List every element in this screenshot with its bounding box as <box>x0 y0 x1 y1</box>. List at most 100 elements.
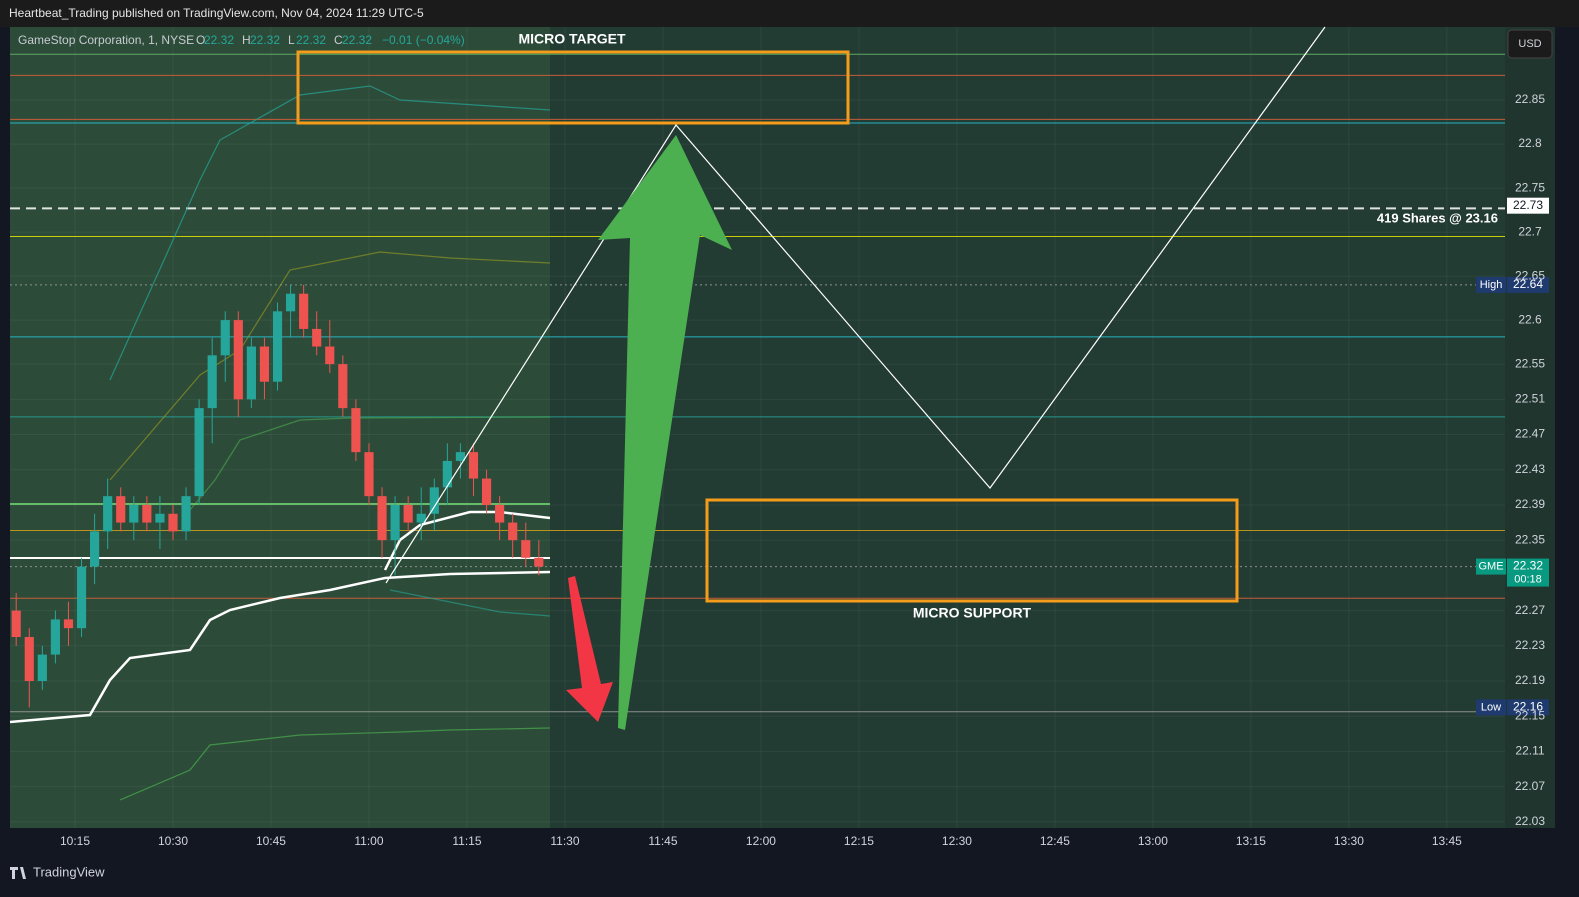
x-tick-label: 12:15 <box>844 834 874 848</box>
candle-body <box>233 320 243 400</box>
candle-body <box>207 355 217 409</box>
candle-body <box>338 364 348 409</box>
change: −0.01 (−0.04%) <box>382 33 465 47</box>
indicator-bands <box>9 85 551 801</box>
support-label: MICRO SUPPORT <box>913 605 1032 621</box>
y-tick-label: 22.07 <box>1515 779 1545 793</box>
y-tick-label: 22.75 <box>1515 180 1545 194</box>
symbol: GameStop Corporation, 1, NYSE <box>18 33 194 47</box>
candle-body <box>455 452 465 461</box>
drawings: MICRO TARGET MICRO SUPPORT 419 Shares @ … <box>296 26 1498 730</box>
candle-body <box>116 496 126 523</box>
candle-body <box>325 346 335 365</box>
y-tick-label: 22.51 <box>1515 392 1545 406</box>
vwap-upper <box>383 510 551 571</box>
candle-body <box>508 522 518 541</box>
time-axis <box>10 828 1555 855</box>
y-tick-label: 22.55 <box>1515 356 1545 370</box>
candle-body <box>495 504 505 523</box>
candle-body <box>24 636 34 682</box>
candle-body <box>181 496 191 532</box>
price-tag <box>1507 699 1549 716</box>
x-tick-label: 11:00 <box>354 834 383 848</box>
candle-body <box>377 496 387 541</box>
y-tick-label: 22.11 <box>1515 744 1544 758</box>
price-tag-value: 22.32 <box>1513 559 1543 573</box>
candle-body <box>129 504 139 523</box>
price-tag-value: 22.73 <box>1513 198 1543 212</box>
lower-band <box>119 727 551 801</box>
y-tick-label: 22.39 <box>1515 497 1545 511</box>
grid <box>10 27 1505 828</box>
y-tick-label: 22.35 <box>1515 532 1545 546</box>
y-tick-label: 22.27 <box>1515 603 1545 617</box>
candle-body <box>390 504 400 541</box>
candle-body <box>272 311 283 382</box>
x-tick-label: 12:00 <box>746 834 776 848</box>
y-tick-label: 22.7 <box>1518 224 1542 238</box>
ohlc-value: 22.32 <box>342 33 372 47</box>
footer: TradingView <box>33 864 105 879</box>
header: Heartbeat_Trading published on TradingVi… <box>9 6 424 20</box>
position-label: 419 Shares @ 23.16 <box>1377 210 1498 225</box>
ohlc-key: O <box>196 33 205 47</box>
upper-band-2 <box>109 251 551 481</box>
candle-body <box>364 452 374 497</box>
x-tick-label: 13:30 <box>1334 834 1364 848</box>
y-tick-label: 22.85 <box>1515 92 1545 106</box>
y-tick-label: 22.03 <box>1515 814 1545 828</box>
y-tick-label: 22.8 <box>1518 136 1542 150</box>
candle-body <box>90 531 100 567</box>
candle-body <box>168 513 178 532</box>
candle-body <box>299 293 309 329</box>
x-tick-label: 10:30 <box>158 834 188 848</box>
currency-box <box>1507 29 1553 59</box>
candle-body <box>220 320 230 356</box>
candle-body <box>50 619 60 655</box>
lower-band-2 <box>389 589 551 617</box>
candle-body <box>286 293 296 312</box>
x-tick-label: 12:30 <box>942 834 972 848</box>
x-tick-label: 11:45 <box>648 834 677 848</box>
candle-body <box>194 408 204 497</box>
candle-body <box>155 513 165 523</box>
upper-band-1 <box>189 416 551 511</box>
y-tick-label: 22.6 <box>1518 312 1542 326</box>
legend: GameStop Corporation, 1, NYSE O22.32 H 22.… <box>18 33 465 47</box>
price-axis <box>1505 27 1555 828</box>
x-tick-label: 11:15 <box>452 834 481 848</box>
candle-body <box>442 460 452 488</box>
y-tick-label: 22.47 <box>1515 427 1545 441</box>
target-label: MICRO TARGET <box>518 31 626 47</box>
header-bar <box>0 0 1579 27</box>
candle-body <box>103 496 113 532</box>
x-tick-label: 12:45 <box>1040 834 1070 848</box>
x-tick-label: 10:45 <box>256 834 286 848</box>
upper-band-3 <box>109 85 551 381</box>
ohlc-key: C <box>334 33 343 47</box>
price-tag <box>1507 276 1549 293</box>
candle-body <box>416 513 426 523</box>
ohlc-value: 22.32 <box>204 33 234 47</box>
countdown: 00:18 <box>1514 573 1542 585</box>
candle-body <box>259 346 270 382</box>
candle-body <box>481 478 492 505</box>
projection-path <box>385 26 1326 584</box>
up-arrow <box>598 135 732 730</box>
price-tag-name: GME <box>1478 560 1503 572</box>
price-tag-name-bg <box>1476 558 1506 575</box>
x-tick-label: 11:30 <box>550 834 579 848</box>
x-axis: 10:15 10:30 10:45 11:00 11:15 11:30 11:45 12:00… <box>60 834 1462 848</box>
y-tick-label: 22.15 <box>1515 708 1545 722</box>
candle-body <box>76 566 87 629</box>
vwap <box>9 570 551 724</box>
price-tag-name: High <box>1480 279 1503 291</box>
candle-body <box>37 654 47 682</box>
candle-body <box>351 408 361 453</box>
candle-body <box>429 487 439 514</box>
y-tick-label: 22.23 <box>1515 638 1545 652</box>
price-tag <box>1507 558 1549 587</box>
price-tag-name-bg <box>1476 276 1506 293</box>
